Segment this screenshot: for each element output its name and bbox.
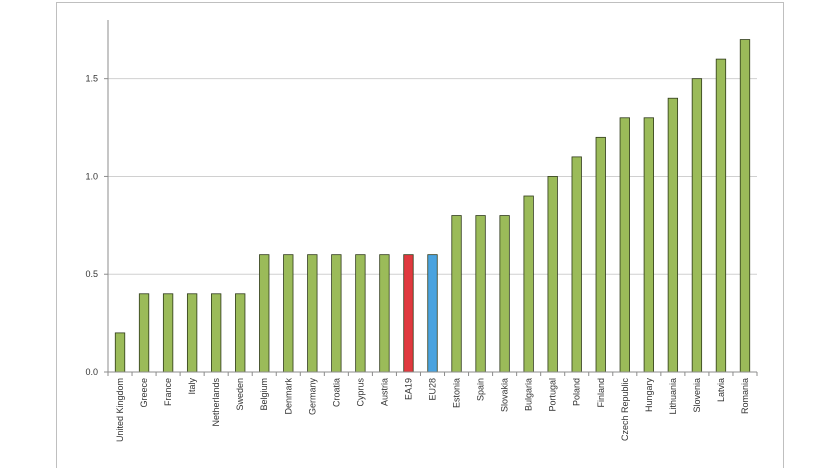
x-tick-label: Greece bbox=[139, 378, 149, 408]
y-tick-label: 1.0 bbox=[85, 171, 98, 181]
x-tick-label: Cyprus bbox=[355, 378, 365, 407]
x-tick-label: Hungary bbox=[644, 378, 654, 413]
x-tick-label: Poland bbox=[572, 378, 582, 406]
bar bbox=[162, 293, 174, 373]
bar bbox=[691, 78, 703, 373]
x-tick-label: Belgium bbox=[259, 378, 269, 411]
x-tick-label: Italy bbox=[187, 378, 197, 395]
x-tick-label: Denmark bbox=[283, 378, 293, 415]
bar bbox=[283, 254, 294, 373]
x-tick-label: EU28 bbox=[428, 378, 438, 401]
bar bbox=[547, 176, 558, 373]
bar bbox=[643, 117, 654, 373]
chart-border bbox=[56, 2, 784, 468]
bar bbox=[427, 254, 438, 373]
bar bbox=[595, 136, 606, 373]
x-tick-label: Germany bbox=[307, 378, 317, 416]
x-tick-label: Spain bbox=[476, 378, 486, 401]
bar bbox=[186, 293, 198, 373]
bar bbox=[331, 254, 342, 373]
x-tick-label: Netherlands bbox=[211, 378, 221, 427]
x-tick-label: Slovakia bbox=[500, 378, 510, 412]
x-tick-label: United Kingdom bbox=[115, 378, 125, 442]
x-tick-label: Portugal bbox=[548, 378, 558, 412]
bar bbox=[499, 215, 510, 373]
bar bbox=[235, 293, 246, 373]
bar bbox=[211, 293, 222, 373]
bars bbox=[114, 39, 751, 373]
x-tick-label: EA19 bbox=[403, 378, 413, 400]
x-tick-label: Finland bbox=[596, 378, 606, 408]
y-tick-label: 0.5 bbox=[85, 269, 98, 279]
x-tick-label: Czech Republic bbox=[620, 378, 630, 442]
x-tick-label: France bbox=[163, 378, 173, 406]
bar bbox=[715, 58, 727, 373]
x-tick-label: Lithuania bbox=[668, 378, 678, 415]
bar bbox=[403, 254, 414, 373]
x-tick-label: Slovenia bbox=[692, 378, 702, 413]
x-tick-label: Romania bbox=[740, 378, 750, 414]
bar bbox=[667, 97, 679, 373]
bar bbox=[379, 254, 390, 373]
bar bbox=[355, 254, 366, 373]
gridlines bbox=[108, 78, 757, 275]
bar bbox=[475, 215, 486, 373]
y-tick-label: 1.5 bbox=[85, 74, 98, 84]
y-tick-labels: 0.0 0.5 1.0 1.5 bbox=[85, 74, 108, 377]
x-tick-label: Latvia bbox=[716, 378, 726, 402]
bar bbox=[259, 254, 270, 373]
bar bbox=[307, 254, 318, 373]
bar bbox=[739, 39, 751, 373]
y-tick-label: 0.0 bbox=[85, 367, 98, 377]
bar bbox=[138, 293, 150, 373]
bar bbox=[571, 156, 582, 373]
bar bbox=[114, 332, 126, 373]
bar bbox=[619, 117, 630, 373]
bar bbox=[523, 195, 534, 373]
x-tick-label: Croatia bbox=[331, 378, 341, 407]
x-tick-label: Bulgaria bbox=[524, 378, 534, 411]
bar bbox=[451, 215, 462, 373]
x-tick-label: Estonia bbox=[452, 378, 462, 408]
x-tick-label: Austria bbox=[379, 378, 389, 406]
x-tick-labels: United Kingdom Greece France Italy Netherlan… bbox=[107, 372, 758, 442]
x-tick-label: Sweden bbox=[235, 378, 245, 411]
